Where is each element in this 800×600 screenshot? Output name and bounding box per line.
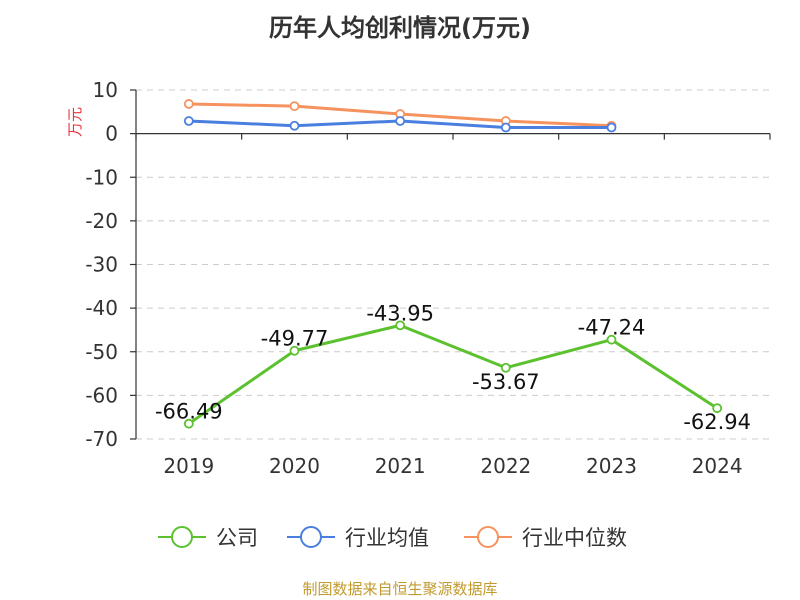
source-note: 制图数据来自恒生聚源数据库 — [302, 580, 497, 598]
legend-label: 行业均值 — [345, 526, 429, 550]
data-label: -66.49 — [155, 400, 223, 424]
y-tick-label: 0 — [105, 122, 118, 146]
y-tick-label: -40 — [85, 296, 118, 320]
legend: 公司 行业均值 行业中位数 — [158, 526, 627, 550]
chart-title: 历年人均创利情况(万元) — [269, 14, 531, 42]
legend-marker — [477, 526, 499, 548]
data-label: -49.77 — [261, 327, 329, 351]
data-label: -62.94 — [683, 410, 751, 434]
data-point — [183, 99, 194, 109]
data-point — [395, 320, 406, 331]
y-axis-unit: 万元 — [66, 107, 84, 137]
legend-marker — [300, 526, 322, 548]
y-tick-labels: 10 0 -10 -20 -30 -40 -50 -60 -70 — [85, 78, 118, 451]
y-tick-label: -10 — [85, 165, 118, 189]
data-point — [395, 116, 406, 126]
x-tick-label: 2024 — [692, 454, 743, 478]
y-tick-label: -50 — [85, 340, 118, 364]
data-point — [289, 345, 300, 356]
data-label: -47.24 — [578, 316, 646, 340]
legend-label: 公司 — [216, 526, 258, 550]
data-point — [712, 403, 723, 414]
series-lines — [183, 99, 723, 429]
x-tick-labels: 2019 2020 2021 2022 2023 2024 — [163, 454, 742, 478]
x-tick-label: 2020 — [269, 454, 320, 478]
data-labels: -66.49 -49.77 -43.95 -53.67 -47.24 -62.94 — [155, 301, 751, 434]
data-point — [183, 418, 194, 429]
data-point — [606, 122, 617, 133]
data-point — [500, 362, 511, 373]
x-tick-label: 2023 — [586, 454, 637, 478]
legend-label: 行业中位数 — [522, 526, 627, 550]
legend-marker — [171, 526, 193, 548]
y-tick-label: -20 — [85, 209, 118, 233]
data-label: -53.67 — [472, 370, 540, 394]
y-tick-label: -70 — [85, 427, 118, 451]
y-tick-label: -30 — [85, 253, 118, 277]
x-tick-label: 2022 — [480, 454, 531, 478]
data-point — [289, 101, 300, 112]
x-tick-label: 2019 — [163, 454, 214, 478]
data-label: -43.95 — [366, 301, 434, 325]
data-point — [500, 122, 511, 133]
y-tick-label: -60 — [85, 383, 118, 407]
grid-lines — [136, 89, 770, 440]
data-point — [606, 334, 617, 345]
series-line — [187, 323, 718, 425]
x-tick-label: 2021 — [375, 454, 426, 478]
axes — [130, 89, 771, 440]
data-point — [183, 116, 194, 126]
data-point — [289, 120, 300, 131]
y-tick-label: 10 — [93, 78, 118, 102]
